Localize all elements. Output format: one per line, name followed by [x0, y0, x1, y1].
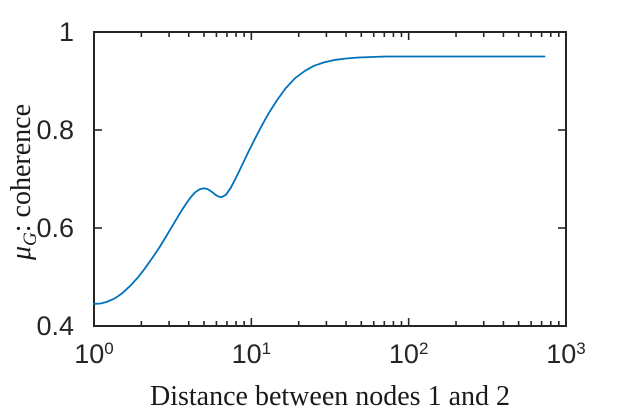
y-tick-label: 0.8 [36, 115, 74, 145]
y-tick-label: 0.6 [36, 213, 74, 243]
x-tick-label: 100 [49, 334, 139, 368]
axes-box [93, 31, 567, 327]
x-tick-label: 103 [521, 334, 611, 368]
x-tick-base: 10 [231, 339, 262, 369]
mu-symbol: μ [6, 245, 37, 261]
x-tick-base: 10 [74, 339, 105, 369]
data-line [93, 55, 546, 305]
y-axis-label: μG: coherence [6, 32, 41, 332]
x-tick-base: 10 [388, 339, 419, 369]
x-tick-exponent: 1 [261, 339, 272, 358]
y-tick-label: 0.4 [36, 311, 74, 341]
x-tick-base: 10 [546, 339, 577, 369]
ylabel-suffix: : coherence [6, 103, 37, 233]
x-tick-exponent: 3 [576, 339, 586, 358]
x-tick-exponent: 2 [418, 339, 429, 358]
x-tick-exponent: 0 [104, 339, 114, 358]
x-tick-label: 102 [364, 334, 454, 368]
x-axis-label: Distance between nodes 1 and 2 [150, 381, 510, 412]
graph-subscript: G [20, 232, 41, 246]
x-tick-label: 101 [206, 334, 296, 368]
y-tick-label: 1 [58, 17, 74, 47]
